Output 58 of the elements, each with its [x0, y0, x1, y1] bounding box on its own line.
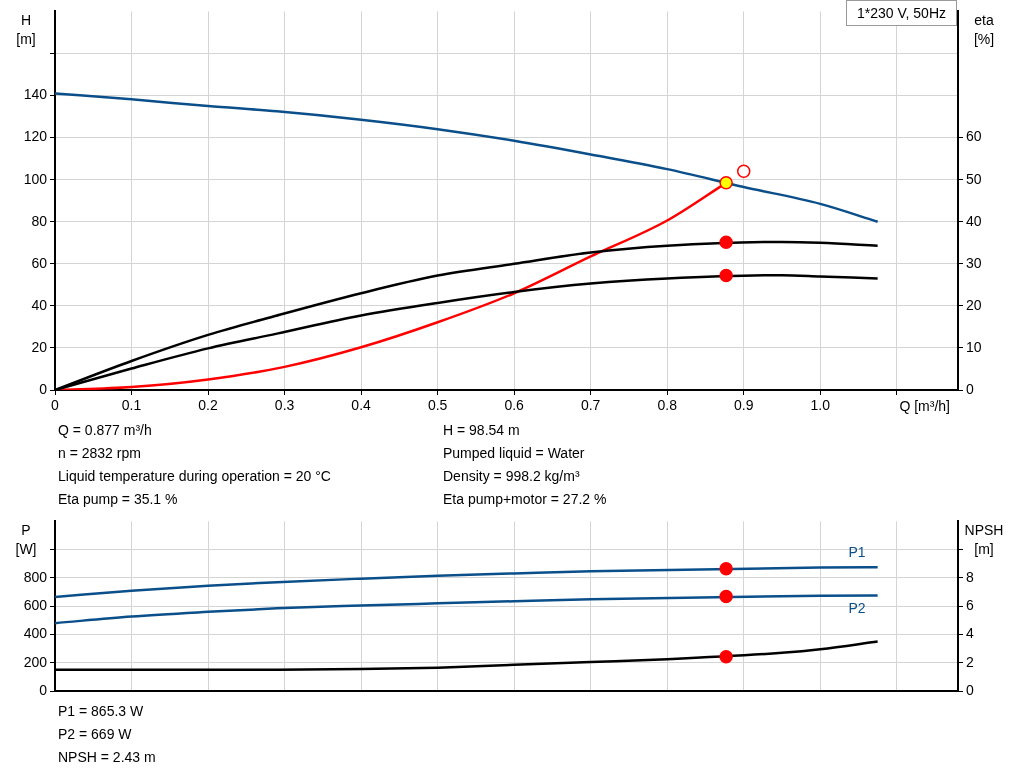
- series-label: P2: [848, 600, 866, 617]
- y-tick-label: 800: [23, 568, 48, 585]
- y-tick-label: 0: [39, 681, 48, 698]
- text: n = 2832 rpm: [58, 445, 141, 461]
- y-tick-label: 80: [31, 212, 48, 229]
- chart-title: 1*230 V, 50Hz: [846, 0, 957, 26]
- y2-tick-label: 2: [966, 653, 974, 670]
- x-tick-label: 0.1: [121, 397, 142, 414]
- text: Q = 0.877 m³/h: [58, 422, 152, 438]
- y-tick-label: 140: [23, 86, 48, 103]
- series-label: P1: [848, 544, 866, 561]
- line-series: [55, 594, 879, 625]
- y2-tick-label: 50: [966, 170, 982, 187]
- y-tick-label: 120: [23, 128, 48, 145]
- line-series: [55, 566, 879, 599]
- y-tick-label: 60: [31, 254, 48, 271]
- y2-axis-title: eta [%]: [973, 12, 995, 48]
- text: Liquid temperature during operation = 20 °C: [58, 468, 331, 484]
- x-tick-label: 0.7: [580, 397, 601, 414]
- y-tick-label: 0: [39, 380, 48, 397]
- y2-tick-label: 10: [966, 338, 982, 355]
- text: Density = 998.2 kg/m³: [443, 468, 580, 484]
- text: Eta pump = 35.1 %: [58, 491, 178, 507]
- y2-tick-label: 30: [966, 254, 982, 271]
- text: P1 = 865.3 W: [58, 703, 144, 719]
- x-tick-label: 0.9: [733, 397, 754, 414]
- y-axis-title: P [W]: [15, 522, 37, 558]
- x-tick-label: 0: [51, 397, 60, 414]
- x-axis-title: Q [m³/h]: [899, 397, 950, 414]
- y-tick-label: 100: [23, 170, 48, 187]
- y2-tick-label: 20: [966, 296, 982, 313]
- x-tick-label: 0.5: [427, 397, 448, 414]
- x-tick-label: 0.8: [657, 397, 678, 414]
- x-tick-label: 0.4: [351, 397, 372, 414]
- y-tick-label: 400: [23, 625, 48, 642]
- y2-tick-label: 60: [966, 128, 982, 145]
- y-tick-label: 40: [31, 296, 48, 313]
- y2-tick-label: 6: [966, 597, 974, 614]
- y2-axis-title: NPSH [m]: [964, 522, 1004, 558]
- y2-tick-label: 40: [966, 212, 982, 229]
- x-tick-label: 0.6: [504, 397, 525, 414]
- x-tick-label: 1.0: [810, 397, 831, 414]
- y2-tick-label: 8: [966, 568, 974, 585]
- x-tick-label: 0.2: [198, 397, 218, 414]
- y2-tick-label: 0: [966, 681, 974, 698]
- text: NPSH = 2.43 m: [58, 749, 156, 765]
- y-tick-label: 600: [23, 597, 48, 614]
- y2-tick-label: 4: [966, 625, 974, 642]
- y-tick-label: 200: [23, 653, 48, 670]
- y-tick-label: 20: [31, 338, 48, 355]
- line-series: [55, 92, 879, 223]
- y2-tick-label: 0: [966, 380, 974, 397]
- text: Pumped liquid = Water: [443, 445, 585, 461]
- y-axis-title: H [m]: [16, 12, 36, 48]
- text: H = 98.54 m: [443, 422, 520, 438]
- x-tick-label: 0.3: [274, 397, 295, 414]
- text: P2 = 669 W: [58, 726, 132, 742]
- text: Eta pump+motor = 27.2 %: [443, 491, 607, 507]
